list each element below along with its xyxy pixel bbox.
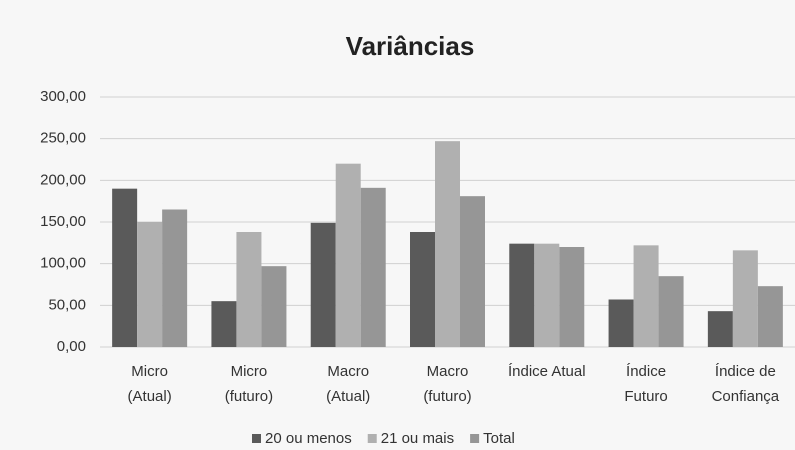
x-tick-label: Confiança (712, 388, 780, 405)
bar (261, 266, 287, 347)
y-tick-label: 50,00 (48, 296, 86, 313)
x-tick-label: Índice de (715, 363, 776, 380)
bar (509, 243, 535, 347)
bar (360, 187, 386, 347)
bar (608, 299, 634, 347)
legend-swatch (470, 434, 480, 443)
bar (211, 301, 237, 347)
bar (559, 247, 585, 347)
legend-swatch (367, 434, 377, 443)
x-tick-label: Micro (231, 363, 268, 380)
x-tick-label: Macro (327, 363, 369, 380)
chart-title: Variâncias (346, 31, 475, 61)
y-tick-label: 150,00 (40, 213, 86, 230)
bar (162, 209, 188, 347)
bar (633, 245, 659, 347)
legend-swatch (252, 434, 261, 443)
y-tick-label: 0,00 (57, 338, 86, 355)
bar (460, 196, 485, 347)
legend-label: Total (483, 430, 515, 447)
x-tick-label: Futuro (624, 388, 667, 405)
bar (310, 222, 336, 347)
bar (658, 276, 684, 347)
x-tick-label: (futuro) (225, 388, 273, 405)
bar (435, 141, 460, 347)
x-tick-label: (futuro) (423, 388, 471, 405)
bar (112, 188, 138, 347)
x-tick-label: Micro (131, 363, 168, 380)
legend-label: 21 ou mais (381, 430, 454, 447)
x-tick-label: Índice (626, 363, 666, 380)
legend-label: 20 ou menos (265, 430, 352, 447)
bar (335, 163, 361, 347)
y-tick-label: 250,00 (40, 130, 86, 147)
y-tick-label: 200,00 (40, 171, 86, 188)
bar (534, 243, 560, 347)
bar (707, 311, 733, 347)
x-tick-label: Índice Atual (508, 363, 586, 380)
x-tick-label: (Atual) (128, 388, 172, 405)
bar (137, 222, 163, 347)
bar (410, 232, 435, 347)
bar (757, 286, 783, 347)
bar (236, 232, 262, 347)
bar (732, 250, 758, 347)
x-tick-label: (Atual) (326, 388, 370, 405)
x-tick-label: Macro (427, 363, 469, 380)
y-tick-label: 300,00 (40, 88, 86, 105)
y-tick-label: 100,00 (40, 255, 86, 272)
